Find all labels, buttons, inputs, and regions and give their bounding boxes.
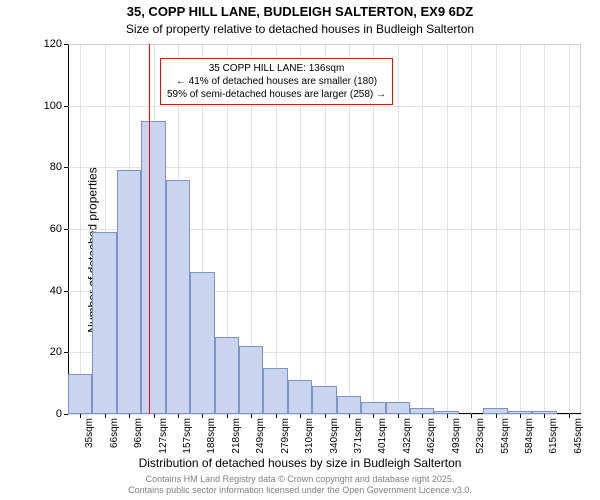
x-tick-label: 493sqm bbox=[451, 418, 462, 454]
x-tick-mark bbox=[471, 414, 472, 418]
x-tick-label: 157sqm bbox=[182, 418, 193, 454]
x-tick-label: 554sqm bbox=[500, 418, 511, 454]
x-tick-label: 645sqm bbox=[573, 418, 584, 454]
y-tick-label: 40 bbox=[50, 285, 62, 297]
x-tick-mark bbox=[349, 414, 350, 418]
x-tick-label: 218sqm bbox=[231, 418, 242, 454]
y-tick-mark bbox=[64, 414, 68, 415]
histogram-bar bbox=[239, 346, 263, 414]
x-tick-label: 249sqm bbox=[255, 418, 266, 454]
y-tick-mark bbox=[64, 106, 68, 107]
x-tick-label: 584sqm bbox=[524, 418, 535, 454]
chart-title-sub: Size of property relative to detached ho… bbox=[0, 22, 600, 36]
gridline-v bbox=[471, 44, 472, 414]
y-tick-label: 60 bbox=[50, 223, 62, 235]
histogram-bar bbox=[166, 180, 190, 414]
y-tick-label: 0 bbox=[56, 408, 62, 420]
y-tick-label: 80 bbox=[50, 161, 62, 173]
marker-line bbox=[149, 44, 150, 414]
histogram-bar bbox=[68, 374, 92, 414]
gridline-v bbox=[422, 44, 423, 414]
y-tick-label: 20 bbox=[50, 346, 62, 358]
x-tick-mark bbox=[105, 414, 106, 418]
y-tick-label: 100 bbox=[44, 100, 62, 112]
x-tick-label: 371sqm bbox=[353, 418, 364, 454]
x-tick-label: 310sqm bbox=[304, 418, 315, 454]
x-tick-mark bbox=[300, 414, 301, 418]
x-tick-label: 35sqm bbox=[84, 418, 95, 448]
y-tick-mark bbox=[64, 44, 68, 45]
footer-line-2: Contains public sector information licen… bbox=[0, 485, 600, 496]
x-tick-mark bbox=[80, 414, 81, 418]
x-tick-mark bbox=[520, 414, 521, 418]
x-tick-label: 615sqm bbox=[548, 418, 559, 454]
x-tick-mark bbox=[154, 414, 155, 418]
x-tick-mark bbox=[544, 414, 545, 418]
x-tick-mark bbox=[276, 414, 277, 418]
histogram-bar bbox=[288, 380, 312, 414]
x-tick-label: 523sqm bbox=[475, 418, 486, 454]
plot-area: 02040608010012035sqm66sqm96sqm127sqm157s… bbox=[68, 44, 581, 414]
histogram-bar bbox=[312, 386, 336, 414]
x-tick-label: 96sqm bbox=[133, 418, 144, 448]
x-tick-label: 127sqm bbox=[158, 418, 169, 454]
x-tick-label: 432sqm bbox=[402, 418, 413, 454]
x-tick-mark bbox=[178, 414, 179, 418]
gridline-v bbox=[520, 44, 521, 414]
histogram-bar bbox=[386, 402, 410, 414]
x-tick-mark bbox=[202, 414, 203, 418]
histogram-bar bbox=[141, 121, 165, 414]
annotation-box: 35 COPP HILL LANE: 136sqm← 41% of detach… bbox=[160, 58, 393, 105]
histogram-bar bbox=[263, 368, 287, 414]
y-tick-label: 120 bbox=[44, 38, 62, 50]
y-tick-mark bbox=[64, 352, 68, 353]
annotation-line: 59% of semi-detached houses are larger (… bbox=[167, 88, 386, 101]
x-tick-mark bbox=[569, 414, 570, 418]
x-axis-label: Distribution of detached houses by size … bbox=[0, 456, 600, 470]
x-tick-mark bbox=[129, 414, 130, 418]
gridline-v bbox=[398, 44, 399, 414]
histogram-bar bbox=[190, 272, 214, 414]
x-tick-mark bbox=[373, 414, 374, 418]
x-tick-mark bbox=[325, 414, 326, 418]
annotation-line: 35 COPP HILL LANE: 136sqm bbox=[167, 62, 386, 75]
gridline-v bbox=[496, 44, 497, 414]
gridline-v bbox=[544, 44, 545, 414]
histogram-bar bbox=[337, 396, 361, 415]
histogram-bar bbox=[361, 402, 385, 414]
x-tick-mark bbox=[251, 414, 252, 418]
x-tick-label: 66sqm bbox=[109, 418, 120, 448]
histogram-bar bbox=[117, 170, 141, 414]
y-tick-mark bbox=[64, 291, 68, 292]
histogram-bar bbox=[92, 232, 116, 414]
x-tick-label: 462sqm bbox=[426, 418, 437, 454]
y-tick-mark bbox=[64, 229, 68, 230]
x-tick-mark bbox=[447, 414, 448, 418]
x-tick-label: 340sqm bbox=[329, 418, 340, 454]
gridline-v bbox=[80, 44, 81, 414]
y-tick-mark bbox=[64, 167, 68, 168]
x-tick-mark bbox=[398, 414, 399, 418]
chart-footer: Contains HM Land Registry data © Crown c… bbox=[0, 474, 600, 497]
annotation-line: ← 41% of detached houses are smaller (18… bbox=[167, 75, 386, 88]
gridline-v bbox=[569, 44, 570, 414]
x-tick-label: 279sqm bbox=[280, 418, 291, 454]
chart-container: 35, COPP HILL LANE, BUDLEIGH SALTERTON, … bbox=[0, 0, 600, 500]
x-tick-label: 188sqm bbox=[206, 418, 217, 454]
x-tick-mark bbox=[422, 414, 423, 418]
chart-title-main: 35, COPP HILL LANE, BUDLEIGH SALTERTON, … bbox=[0, 4, 600, 19]
x-tick-mark bbox=[496, 414, 497, 418]
footer-line-1: Contains HM Land Registry data © Crown c… bbox=[0, 474, 600, 485]
x-tick-mark bbox=[227, 414, 228, 418]
gridline-v bbox=[447, 44, 448, 414]
x-tick-label: 401sqm bbox=[377, 418, 388, 454]
histogram-bar bbox=[215, 337, 239, 414]
